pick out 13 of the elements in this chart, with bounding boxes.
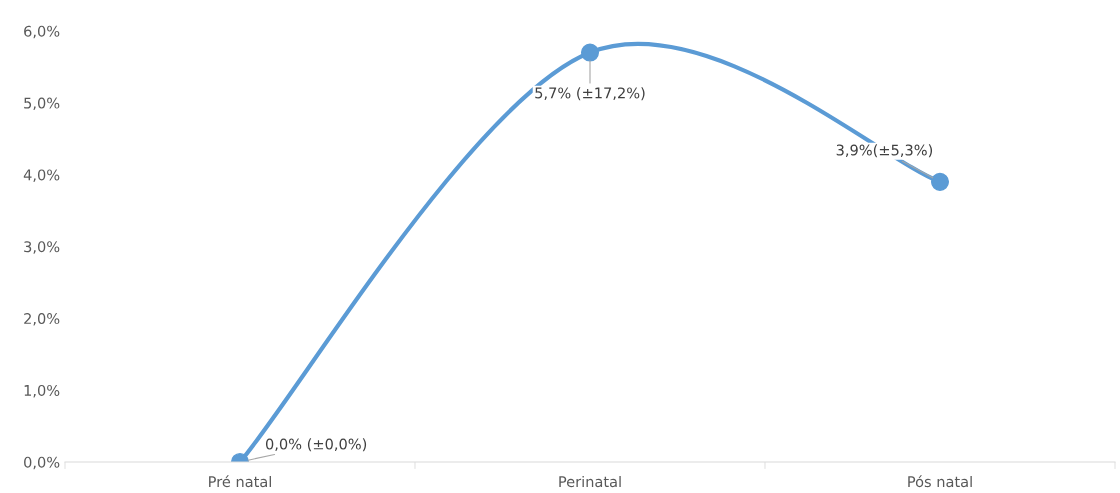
y-tick-label: 3,0% [24,241,60,254]
y-tick-label: 2,0% [24,313,60,326]
y-tick-label: 6,0% [24,25,60,39]
y-tick-label: 0,0% [24,456,60,470]
y-tick-label: 5,0% [24,97,60,111]
y-tick-label: 4,0% [23,169,60,182]
data-label: 0,0% (±0,0%) [265,438,367,452]
x-tick-label: Perinatal [559,475,621,488]
x-tick-label: Pós natal [908,475,972,488]
data-label: 5,7% (±17,2%) [535,87,645,101]
y-tick-label: 1,0% [24,384,60,398]
x-tick-label: Pré natal [209,475,271,488]
data-label: 3,9%(±5,3%) [836,144,933,158]
